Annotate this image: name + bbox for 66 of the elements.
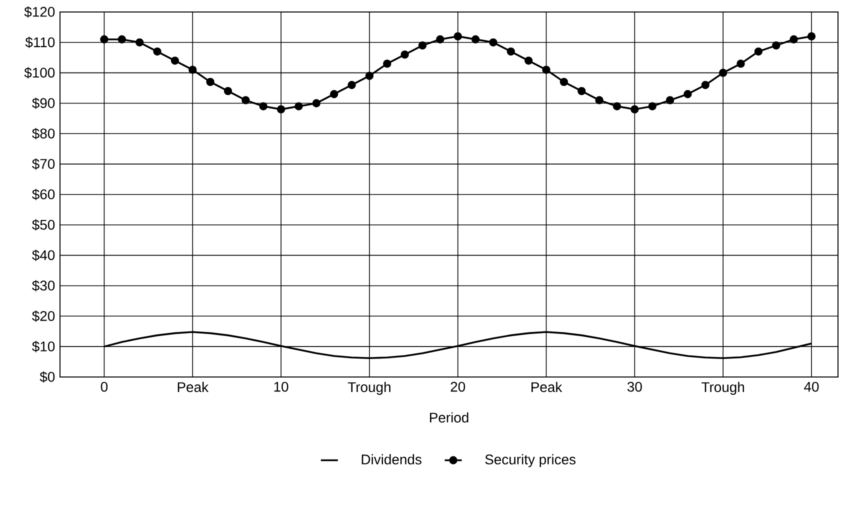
- y-tick-label: $110: [25, 36, 55, 48]
- y-tick-label: $40: [32, 250, 55, 261]
- point: [383, 60, 392, 68]
- point: [630, 105, 639, 114]
- point: [242, 96, 250, 104]
- x-tick-label: 30: [627, 382, 642, 392]
- y-tick-label: $10: [32, 340, 55, 352]
- point: [612, 102, 622, 110]
- x-tick-label: 10: [274, 382, 288, 392]
- point: [542, 66, 550, 74]
- point: [418, 41, 427, 50]
- point: [170, 56, 180, 65]
- point: [807, 32, 816, 40]
- point: [578, 86, 586, 96]
- y-tick-label: $120: [24, 6, 55, 18]
- legend-label: Dividends: [362, 454, 422, 464]
- point: [436, 35, 444, 44]
- y-tick-label: $60: [32, 188, 55, 200]
- point: [118, 35, 126, 44]
- point: [684, 90, 692, 98]
- y-tick-label: $20: [32, 310, 55, 322]
- x-tick-label: Peak: [178, 382, 209, 392]
- point: [595, 96, 604, 104]
- y-tick-label: $50: [32, 219, 55, 231]
- x-axis-title: Period: [430, 412, 468, 423]
- point: [294, 102, 303, 110]
- point: [489, 38, 498, 46]
- point: [206, 78, 214, 86]
- point: [330, 90, 338, 98]
- x-tick-label: Trough: [702, 382, 744, 395]
- point: [454, 32, 462, 40]
- point: [188, 66, 197, 74]
- point: [736, 60, 745, 68]
- point: [153, 47, 162, 56]
- point: [365, 72, 374, 80]
- point: [348, 80, 356, 90]
- point: [772, 41, 780, 50]
- y-tick-label: $0: [40, 371, 55, 383]
- point: [400, 50, 409, 59]
- x-tick-label: 20: [450, 382, 466, 392]
- x-tick-label: Trough: [348, 382, 390, 395]
- point: [312, 99, 320, 108]
- y-tick-label: $100: [24, 67, 55, 78]
- x-tick-label: 40: [804, 382, 819, 392]
- y-tick-label: $80: [32, 128, 55, 140]
- x-tick-label: 0: [100, 382, 108, 392]
- point: [666, 96, 674, 104]
- y-tick-label: $70: [32, 158, 55, 170]
- point: [701, 80, 710, 90]
- point: [524, 56, 533, 65]
- point: [506, 47, 515, 56]
- point: [790, 35, 798, 44]
- point: [276, 105, 286, 114]
- point: [754, 47, 763, 56]
- legend-label: Security prices: [485, 454, 576, 468]
- point: [259, 102, 268, 110]
- point: [648, 102, 656, 110]
- point: [224, 86, 232, 96]
- point: [100, 35, 108, 44]
- y-tick-label: $90: [32, 98, 55, 109]
- point: [718, 68, 728, 77]
- y-tick-label: $30: [32, 280, 55, 292]
- point: [560, 78, 568, 86]
- x-tick-label: Peak: [532, 382, 562, 392]
- point: [135, 38, 144, 46]
- point: [471, 35, 480, 44]
